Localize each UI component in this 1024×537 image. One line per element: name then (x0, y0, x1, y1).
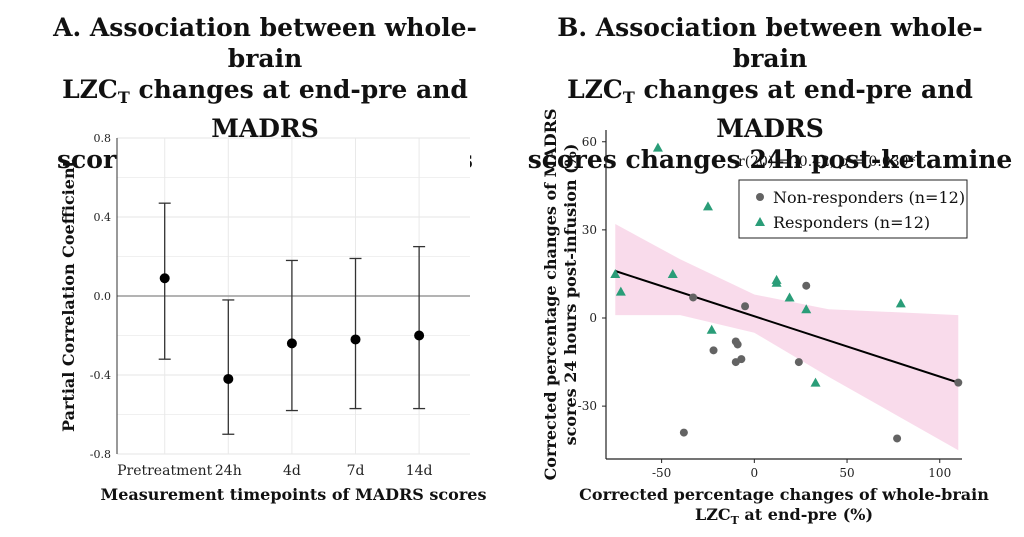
panel-b-point-responder (810, 377, 821, 387)
panel-b-xtick-label: 100 (928, 466, 951, 480)
panel-b-title-line2: LZCT changes at end-pre and MADRS (520, 74, 1020, 144)
panel-b-point-nonresponder (679, 428, 688, 437)
panel-b-xlabel-line2: LZCT at end-pre (%) (695, 505, 873, 527)
panel-b-title-line2-pre: LZC (567, 75, 623, 104)
panel-b-xlabel-line1: Corrected percentage changes of whole-br… (579, 485, 989, 504)
panel-b-correlation-annotation: r(20) = -0.42, p = 0.039* (738, 154, 916, 170)
panel-a-title-line2: LZCT changes at end-pre and MADRS (20, 74, 510, 144)
panel-b-point-responder (702, 201, 713, 211)
legend-circle-marker (756, 193, 764, 201)
xlabel-rest: at end-pre (%) (739, 505, 873, 524)
panel-b-legend-box (738, 179, 968, 239)
panel-b-point-nonresponder (802, 281, 811, 290)
panel-a-title-line2-sub: T (117, 88, 130, 107)
panel-a-xtick-label: 4d (283, 463, 301, 479)
panel-a-xtick-label: 14d (406, 463, 433, 479)
panel-b-point-nonresponder (794, 358, 803, 367)
panel-a-point (223, 373, 234, 384)
panel-a-plot: 0.8 0.4 0.0 -0.4 -0.8 Pretreatment 24h 4d 7d 14d M… (59, 132, 486, 504)
panel-b-confidence-band (615, 224, 959, 451)
panel-b-point-responder (706, 324, 717, 334)
panel-a-ylabel: Partial Correlation Coefficient (59, 159, 78, 432)
panel-b-title-line2-sub: T (622, 88, 635, 107)
panel-b-point-nonresponder (733, 340, 742, 349)
panel-b-point-responder (771, 277, 782, 287)
panel-b-xtick-label: 0 (751, 466, 759, 480)
panel-b-ytick-label: 60 (582, 135, 597, 149)
panel-b-xtick-label: 50 (839, 466, 854, 480)
panel-a-xtick-label: 24h (215, 463, 242, 479)
panel-b-ytick-label: 0 (589, 311, 597, 325)
panel-b-point-nonresponder (954, 378, 963, 387)
panel-b-point-responder (784, 292, 795, 302)
panel-b-point-responder (652, 142, 663, 152)
panel-b-title-line3: scores changes 24h post-ketamine (527, 145, 1013, 174)
panel-b-point-responder (801, 304, 812, 314)
panel-b-point-nonresponder (709, 346, 718, 355)
annotation-p-value: = 0.039* (848, 154, 916, 170)
panel-b-point-nonresponder (737, 355, 746, 364)
panel-b-title-line1: B. Association between whole-brain (557, 13, 983, 73)
xlabel-subscript: T (731, 514, 740, 527)
panel-a-title-line1: A. Association between whole-brain (53, 13, 477, 73)
panel-b-point-responder (615, 286, 626, 296)
legend-label-nonresponders: Non-responders (n=12) (773, 188, 965, 207)
panel-a-point (159, 273, 170, 284)
panel-b-point-responder (667, 268, 678, 278)
panel-b-plot: -50 0 50 100 60 30 0 -30 r(20) = -0.42, p = 0.03… (541, 109, 989, 527)
panel-a-ytick-label: 0.0 (94, 290, 112, 303)
annotation-p-symbol: p (839, 154, 848, 170)
panel-b-title-line2-post: changes at end-pre and MADRS (634, 75, 973, 143)
annotation-stat: r(20) = -0.42, (738, 154, 839, 170)
panel-b-ytick-label: -30 (578, 399, 597, 413)
panel-b-point-responder (610, 268, 621, 278)
panel-b-point-nonresponder (741, 302, 750, 311)
panel-b-xtick-label: -50 (652, 466, 671, 480)
panel-a-xtick-label: Pretreatment (117, 463, 213, 479)
panel-a-title-line2-post: changes at end-pre and MADRS (129, 75, 468, 143)
panel-b-regression-line (614, 270, 959, 384)
panel-a-ytick-label: 0.8 (94, 132, 112, 145)
panel-a-xtick-label: 7d (347, 463, 365, 479)
panel-a-point (414, 330, 425, 341)
panel-b-point-nonresponder (689, 293, 698, 302)
xlabel-lzc: LZC (695, 505, 731, 524)
panel-a-ytick-label: 0.4 (94, 211, 112, 224)
panel-b-ylabel-line1: Corrected percentage changes of MADRS (541, 109, 560, 481)
panel-a-ytick-label: -0.4 (90, 369, 111, 382)
panel-a-title-line2-pre: LZC (62, 75, 118, 104)
panel-a-point (350, 334, 361, 345)
panel-b-legend: Non-responders (n=12) Responders (n=12) (738, 179, 968, 239)
legend-triangle-marker (755, 217, 765, 226)
panel-b-point-responder (895, 298, 906, 308)
panel-b-title: B. Association between whole-brain LZCT … (520, 12, 1020, 175)
panel-a-point (286, 338, 297, 349)
panel-a-ytick-label: -0.8 (90, 448, 111, 461)
panel-a-xlabel: Measurement timepoints of MADRS scores (101, 485, 487, 504)
panel-b-ytick-label: 30 (582, 223, 597, 237)
panel-b-ylabel-line2: scores 24 hours post-infusion (%) (561, 144, 580, 446)
panel-b-point-nonresponder (893, 434, 902, 443)
legend-label-responders: Responders (n=12) (773, 213, 930, 232)
